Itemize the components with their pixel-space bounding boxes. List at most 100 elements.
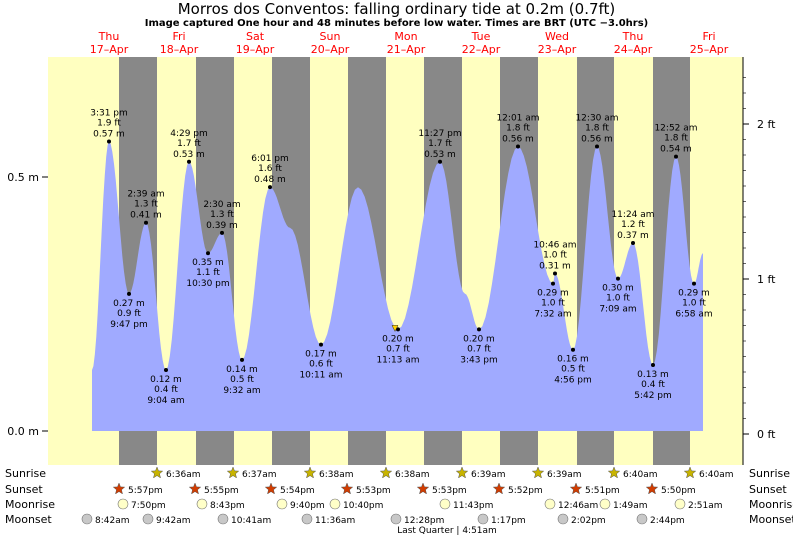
tide-m: 0.48 m <box>254 175 286 185</box>
astro-row-label-left: Moonset <box>5 513 52 526</box>
sunset-icon <box>416 482 430 495</box>
day-date: 20–Apr <box>311 43 350 56</box>
day-date: 17–Apr <box>90 43 129 56</box>
tide-ft: 1.7 ft <box>428 139 452 149</box>
tide-m: 0.53 m <box>173 150 205 160</box>
moonset-time: 11:36am <box>315 516 355 526</box>
tide-ft: 0.7 ft <box>386 344 410 354</box>
sunset-icon <box>492 482 506 495</box>
sunrise-icon <box>379 466 393 479</box>
tide-time: 11:27 pm <box>418 129 461 139</box>
tide-labels: 3:31 pm1.9 ft0.57 m 0.27 m0.9 ft9:47 pm 2:… <box>90 108 712 406</box>
tide-marker <box>477 327 481 332</box>
day-name: Fri <box>702 30 715 43</box>
tide-m: 0.20 m <box>463 334 495 344</box>
tide-m: 0.14 m <box>226 365 258 375</box>
sunrise-time: 6:39am <box>471 470 506 480</box>
right-tick-label: 1 ft <box>757 273 776 286</box>
sunrise-time: 6:39am <box>547 470 582 480</box>
moonset-icon <box>557 513 569 525</box>
sunset-time: 5:53pm <box>356 486 391 496</box>
tide-marker <box>674 154 678 159</box>
tide-curve <box>92 141 703 431</box>
axes: 0.0 m 0.5 m 0 ft 1 ft 2 ft <box>7 57 776 465</box>
tide-m: 0.39 m <box>206 221 238 231</box>
moon-phase-label: Last Quarter | 4:51am <box>397 526 497 536</box>
day-name: Thu <box>622 30 644 43</box>
sunset-icon <box>112 482 126 495</box>
tide-m: 0.29 m <box>678 289 710 299</box>
sunset-time: 5:50pm <box>661 486 696 496</box>
day-date: 19–Apr <box>236 43 275 56</box>
tide-m: 0.53 m <box>424 150 456 160</box>
tide-m: 0.56 m <box>502 135 534 145</box>
chart-subtitle: Image captured One hour and 48 minutes b… <box>144 18 649 29</box>
sunset-time: 5:55pm <box>204 486 239 496</box>
sunset-time: 5:53pm <box>432 486 467 496</box>
tide-ft: 1.0 ft <box>543 251 567 261</box>
tide-ft: 0.7 ft <box>467 344 491 354</box>
tide-m: 0.35 m <box>192 258 224 268</box>
sunrise-time: 6:40am <box>699 470 734 480</box>
tide-ft: 1.0 ft <box>541 299 565 309</box>
tide-time: 3:31 pm <box>90 108 128 118</box>
astro-row-label-right: Sunrise <box>749 467 790 480</box>
right-tick-label: 0 ft <box>757 428 776 441</box>
astro-row-label-left: Sunrise <box>5 467 46 480</box>
sunset-icon <box>264 482 278 495</box>
sunset-icon <box>645 482 659 495</box>
sunrise-icon <box>607 466 621 479</box>
chart-title: Morros dos Conventos: falling ordinary t… <box>177 0 616 18</box>
tide-time: 4:29 pm <box>170 129 208 139</box>
tide-marker <box>127 291 131 296</box>
tide-time: 12:30 am <box>575 114 618 124</box>
tide-time: 9:32 am <box>223 386 260 396</box>
day-name: Tue <box>471 30 491 43</box>
tide-marker <box>553 271 557 276</box>
sunrise-icon <box>150 466 164 479</box>
tide-ft: 1.0 ft <box>682 299 706 309</box>
left-tick-label: 0.0 m <box>7 425 39 438</box>
tide-time: 2:39 am <box>127 190 164 200</box>
day-name: Fri <box>172 30 185 43</box>
tide-time: 12:52 am <box>654 124 697 134</box>
moonset-icon <box>477 513 489 525</box>
day-name: Mon <box>394 30 417 43</box>
tide-time: 7:09 am <box>599 305 636 315</box>
moonrise-icon <box>439 498 451 510</box>
tide-time: 11:13 am <box>376 355 419 365</box>
tide-marker <box>107 139 111 144</box>
tide-marker <box>551 281 555 286</box>
sunrise-icon <box>531 466 545 479</box>
tide-ft: 1.3 ft <box>134 200 158 210</box>
tide-ft: 1.1 ft <box>196 268 220 278</box>
tide-time: 6:58 am <box>675 310 712 320</box>
sunrise-time: 6:36am <box>166 470 201 480</box>
sunset-time: 5:57pm <box>128 486 163 496</box>
tide-marker <box>319 342 323 347</box>
tide-time: 11:24 am <box>611 210 654 220</box>
tide-time: 5:42 pm <box>634 391 672 401</box>
tide-ft: 1.7 ft <box>177 139 201 149</box>
left-tick-label: 0.5 m <box>7 171 39 184</box>
tide-ft: 0.4 ft <box>154 385 178 395</box>
tide-ft: 1.8 ft <box>585 124 609 134</box>
moonrise-icon <box>544 498 556 510</box>
tide-ft: 1.0 ft <box>606 294 630 304</box>
moonrise-time: 7:50pm <box>131 501 166 511</box>
tide-marker <box>595 144 599 149</box>
tide-time: 9:47 pm <box>110 320 148 330</box>
tide-ft: 0.5 ft <box>230 375 254 385</box>
moonset-time: 2:02pm <box>571 516 606 526</box>
moonset-icon <box>81 513 93 525</box>
tide-ft: 1.3 ft <box>210 210 234 220</box>
moonset-icon <box>217 513 229 525</box>
sunrise-icon <box>226 466 240 479</box>
moonset-time: 2:44pm <box>650 516 685 526</box>
sunrise-time: 6:38am <box>395 470 430 480</box>
tide-time: 4:56 pm <box>554 376 592 386</box>
tide-marker <box>206 251 210 256</box>
sunrise-icon <box>455 466 469 479</box>
moonrise-time: 8:43pm <box>210 501 245 511</box>
moonset-time: 12:28pm <box>404 516 444 526</box>
